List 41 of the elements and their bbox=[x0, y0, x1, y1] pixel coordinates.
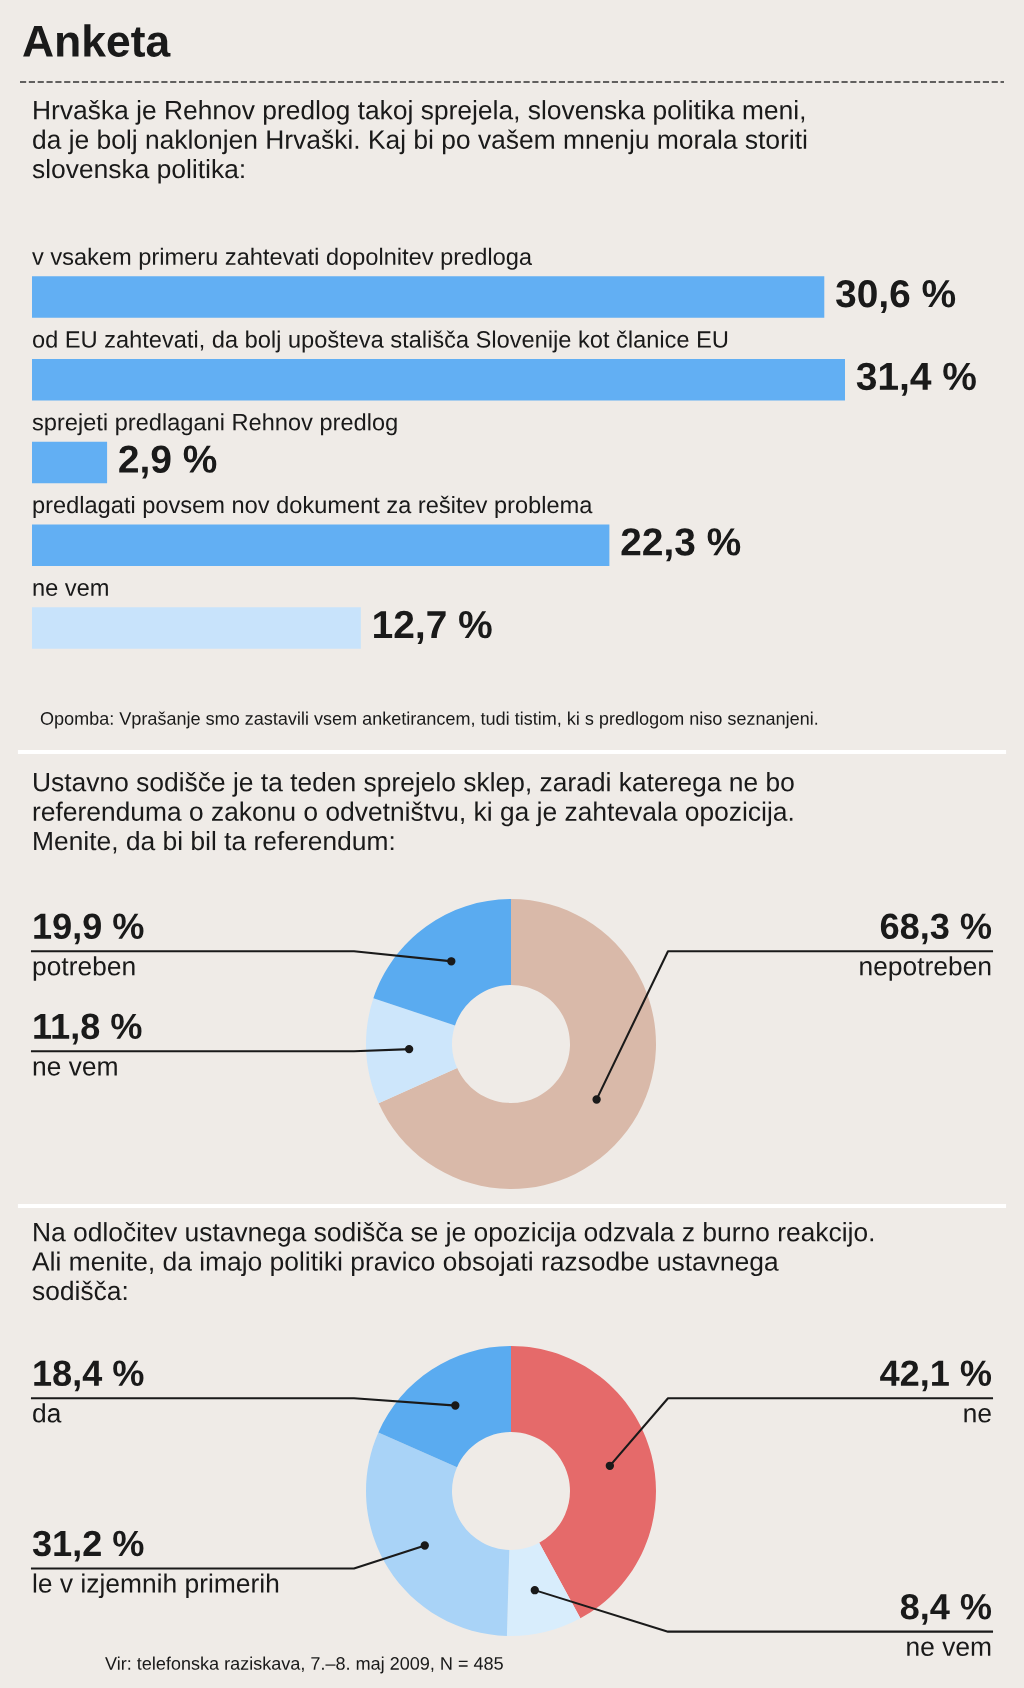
chart-subtitle: Na odločitev ustavnega sodišča se je opozicija odzvala z burno reakcijo. Ali menite, da imajo politiki pravico obsojati razsodbe ustavnega sodišča: bbox=[32, 1222, 874, 1301]
donut-slice bbox=[373, 899, 511, 1026]
data-label: 68,3 % bbox=[880, 913, 992, 945]
data-label: 22,3 % bbox=[621, 528, 741, 562]
slice-label: ne bbox=[964, 1408, 991, 1423]
data-label: 31,2 % bbox=[32, 1530, 144, 1562]
slice-label: nepotreben bbox=[860, 956, 991, 981]
chart-subtitle: Ustavno sodišče je ta teden sprejelo sklep, zaradi katerega ne bo referenduma o zakonu o odvetništvu, ki ga je zahtevala opozicija. Menite, da bi bil ta referendum: bbox=[33, 772, 794, 854]
data-label: 31,4 % bbox=[856, 362, 976, 396]
donut-slice bbox=[378, 899, 656, 1189]
data-label: 30,6 % bbox=[835, 279, 956, 314]
slice-label: da bbox=[33, 1403, 62, 1423]
donut-slice bbox=[511, 1346, 656, 1619]
bar bbox=[32, 441, 108, 484]
chart-title: Anketa bbox=[23, 24, 171, 57]
data-label: 8,4 % bbox=[900, 1593, 992, 1625]
bar bbox=[32, 524, 610, 566]
chart-subtitle: Hrvaška je Rehnov predlog takoj sprejela, slovenska politika meni, da je bolj naklonjen Hrvaški. Kaj bi po vašem mnenju morala storiti slovenska politika: bbox=[32, 100, 807, 184]
donut-slice bbox=[378, 1346, 511, 1468]
text: Vir: telefonska raziskava, 7.–8. maj 2009, N = 485 bbox=[105, 1656, 503, 1674]
data-label: 19,9 % bbox=[34, 913, 144, 945]
data-label: 42,1 % bbox=[880, 1360, 992, 1392]
bar bbox=[32, 276, 825, 318]
data-label: 2,9 % bbox=[119, 445, 217, 479]
y-tick-label: sprejeti predlagani Rehnov predlog bbox=[32, 413, 397, 436]
slice-label: le v izjemnih primerih bbox=[33, 1573, 279, 1599]
donut-slice bbox=[366, 1432, 510, 1636]
data-label: 18,4 % bbox=[34, 1360, 144, 1392]
donut-slice bbox=[506, 1542, 581, 1636]
donut-slice bbox=[366, 998, 458, 1104]
bar bbox=[32, 359, 845, 401]
slice-label: potreben bbox=[33, 956, 135, 981]
data-label: 11,8 % bbox=[34, 1013, 142, 1045]
y-tick-label: predlagati povsem nov dokument za rešitev problema bbox=[33, 495, 593, 518]
bar bbox=[32, 607, 361, 649]
data-label: 12,7 % bbox=[374, 610, 492, 645]
y-tick-label: v vsakem primeru zahtevati dopolnitev predloga bbox=[32, 247, 533, 270]
y-tick-label: ne vem bbox=[33, 583, 108, 596]
y-tick-label: od EU zahtevati, da bolj upošteva stališča Slovenije kot članice EU bbox=[32, 330, 728, 353]
text: Opomba: Vprašanje smo zastavili vsem anketirancem, tudi tistim, ki s predlogom niso seznanjeni. bbox=[40, 711, 818, 729]
slice-label: ne vem bbox=[907, 1641, 991, 1657]
